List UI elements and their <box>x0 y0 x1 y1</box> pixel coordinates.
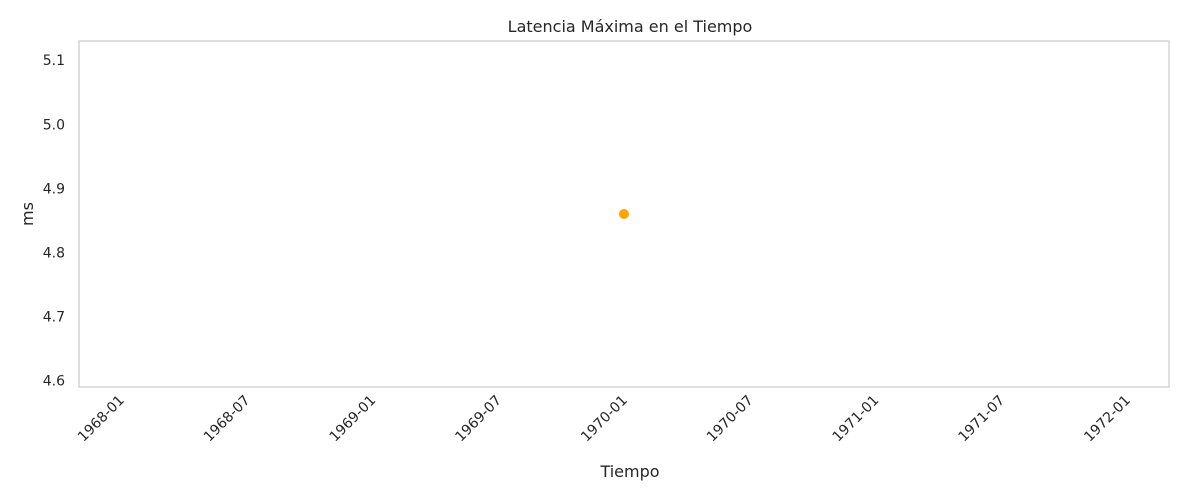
x-tick-label: 1968-07 <box>201 393 254 446</box>
y-tick-label: 4.8 <box>43 245 65 261</box>
plot-frame <box>78 40 1170 388</box>
y-tick-label: 4.6 <box>43 374 65 390</box>
x-tick-label: 1970-07 <box>704 393 757 446</box>
x-tick-label: 1971-01 <box>830 393 883 446</box>
data-point <box>619 209 629 219</box>
chart-title: Latencia Máxima en el Tiempo <box>508 17 753 36</box>
x-tick-label: 1969-01 <box>327 393 380 446</box>
data-points <box>619 209 629 219</box>
y-tick-label: 4.7 <box>43 310 65 326</box>
x-tick-label: 1968-01 <box>75 393 128 446</box>
y-tick-label: 5.0 <box>43 117 65 133</box>
y-tick-label: 4.9 <box>43 181 65 197</box>
x-axis-label: Tiempo <box>599 462 659 481</box>
x-tick-label: 1971-07 <box>955 393 1008 446</box>
x-tick-label: 1972-01 <box>1081 393 1134 446</box>
x-tick-label: 1969-07 <box>452 393 505 446</box>
y-axis-ticks: 4.6 4.7 4.8 4.9 5.0 5.1 <box>43 53 65 389</box>
x-axis-ticks: 1968-01 1968-07 1969-01 1969-07 1970-01 1970-… <box>75 393 1134 446</box>
y-axis-label: ms <box>18 202 37 226</box>
x-tick-label: 1970-01 <box>578 393 631 446</box>
y-tick-label: 5.1 <box>43 53 65 69</box>
